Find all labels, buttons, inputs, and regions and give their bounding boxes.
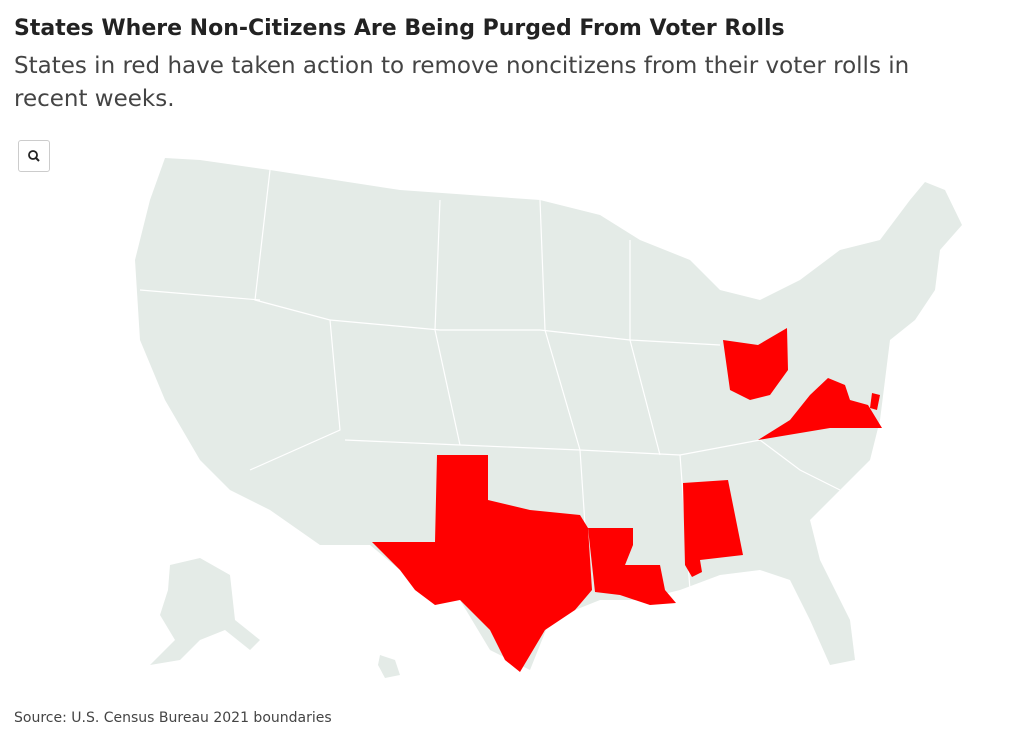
- ohio: [723, 328, 788, 400]
- virginia-eastern-shore: [870, 393, 880, 410]
- title: States Where Non-Citizens Are Being Purg…: [14, 16, 785, 41]
- us-land: [135, 158, 962, 670]
- search-icon: [28, 150, 40, 162]
- highlighted-states: [372, 328, 882, 672]
- virginia: [758, 378, 882, 440]
- subtitle: States in red have taken action to remov…: [14, 53, 910, 112]
- alabama: [683, 480, 743, 577]
- search-button[interactable]: [18, 140, 50, 172]
- louisiana: [588, 528, 676, 605]
- state-borders: [139, 169, 841, 591]
- hawaii: [378, 655, 400, 678]
- source: Source: U.S. Census Bureau 2021 boundari…: [14, 710, 332, 726]
- texas: [372, 455, 592, 672]
- alaska: [150, 558, 260, 665]
